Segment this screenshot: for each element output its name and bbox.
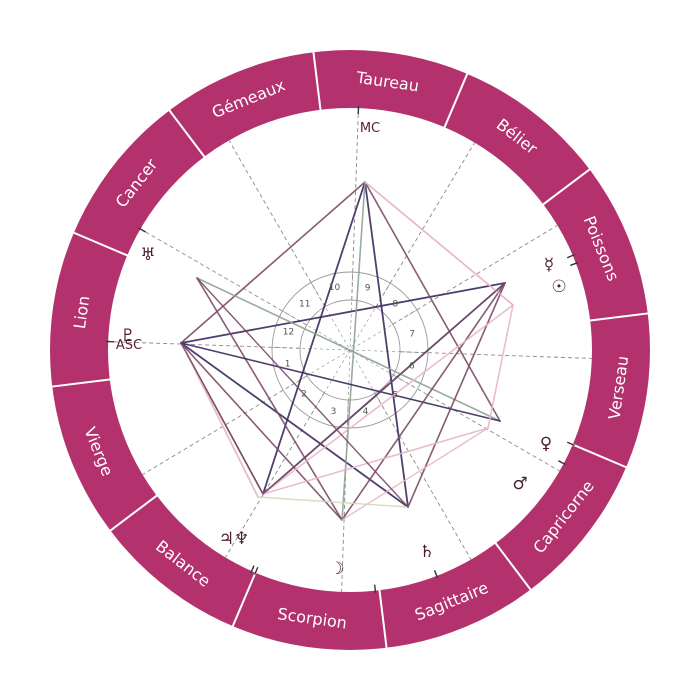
jupiter-neptune-icon: ♃♆ <box>219 529 249 549</box>
house-number: 3 <box>331 407 337 417</box>
aspect-line <box>180 181 366 344</box>
saturn-icon: ♄ <box>419 542 434 562</box>
planet-tick <box>373 584 377 593</box>
aspect-line <box>262 181 366 495</box>
aspect-line <box>364 181 501 422</box>
venus-icon: ♀ <box>540 434 552 454</box>
planet-tick <box>558 460 566 466</box>
house-cusp-line <box>374 393 472 560</box>
sign-divider <box>72 231 129 257</box>
aspect-line <box>196 277 343 521</box>
moon-icon: ☽ <box>329 559 344 579</box>
aspect-line <box>262 282 506 495</box>
house-number: 8 <box>392 300 398 310</box>
mercury-icon: ☿ <box>544 255 554 275</box>
mc-label: MC <box>360 121 380 136</box>
aspect-line <box>262 427 489 495</box>
planet-ticks <box>106 106 579 593</box>
sun-icon: ☉ <box>551 277 566 297</box>
house-number: 5 <box>392 390 398 400</box>
house-cusp-line <box>224 392 325 558</box>
planet-tick <box>433 570 439 579</box>
house-cusp-lines <box>108 108 592 592</box>
house-number: 2 <box>301 389 307 399</box>
aspect-line <box>341 282 506 521</box>
mars-icon: ♂ <box>512 474 527 494</box>
planet-tick <box>566 254 575 259</box>
aspect-line <box>262 304 514 495</box>
sign-divider <box>589 312 649 322</box>
aspect-line <box>487 304 514 429</box>
house-cusp-line <box>351 108 359 301</box>
sign-divider <box>494 541 532 591</box>
house-number: 12 <box>283 327 294 337</box>
aspect-line <box>180 342 501 422</box>
sign-divider <box>231 571 257 628</box>
aspect-line <box>257 496 409 508</box>
aspect-lines <box>180 181 514 521</box>
asc-label: ASC <box>116 338 142 353</box>
house-number: 6 <box>409 362 415 372</box>
sign-divider <box>51 378 111 388</box>
house-cusp-line <box>140 228 307 326</box>
aspect-line <box>407 282 506 508</box>
house-number: 1 <box>285 359 291 369</box>
aspect-line <box>185 351 259 498</box>
house-number: 11 <box>299 300 310 310</box>
sign-divider <box>541 168 591 206</box>
sign-divider <box>312 51 322 111</box>
sign-divider <box>109 494 159 532</box>
house-number: 10 <box>329 283 341 293</box>
house-number: 4 <box>363 407 369 417</box>
house-number: 9 <box>365 283 371 293</box>
uranus-icon: ♅ <box>140 245 155 265</box>
house-cusp-line <box>142 375 308 476</box>
aspect-line <box>185 351 264 495</box>
planet-tick <box>566 441 575 446</box>
aspect-line <box>196 277 501 422</box>
house-number: 7 <box>409 330 415 340</box>
sign-divider <box>168 109 206 159</box>
pluto-icon: ♇ <box>120 326 135 346</box>
house-cusp-line <box>228 140 326 307</box>
sign-divider <box>571 443 628 469</box>
sign-divider <box>443 72 469 129</box>
planet-tick <box>570 261 579 267</box>
house-cusp-line <box>392 224 558 325</box>
aspect-line <box>180 342 343 521</box>
planet-tick <box>250 565 255 574</box>
house-cusp-line <box>399 351 592 359</box>
house-cusp-line <box>375 142 476 308</box>
house-cusp-line <box>393 374 560 472</box>
aspect-line <box>180 282 506 344</box>
planet-tick <box>254 566 259 575</box>
aspect-line <box>196 277 409 508</box>
sign-divider <box>378 589 388 649</box>
house-cusp-line <box>108 341 301 349</box>
aspect-line <box>364 181 514 306</box>
sign-label: Lion <box>70 294 93 330</box>
house-cusp-line <box>341 399 349 592</box>
planet-tick <box>138 227 146 233</box>
